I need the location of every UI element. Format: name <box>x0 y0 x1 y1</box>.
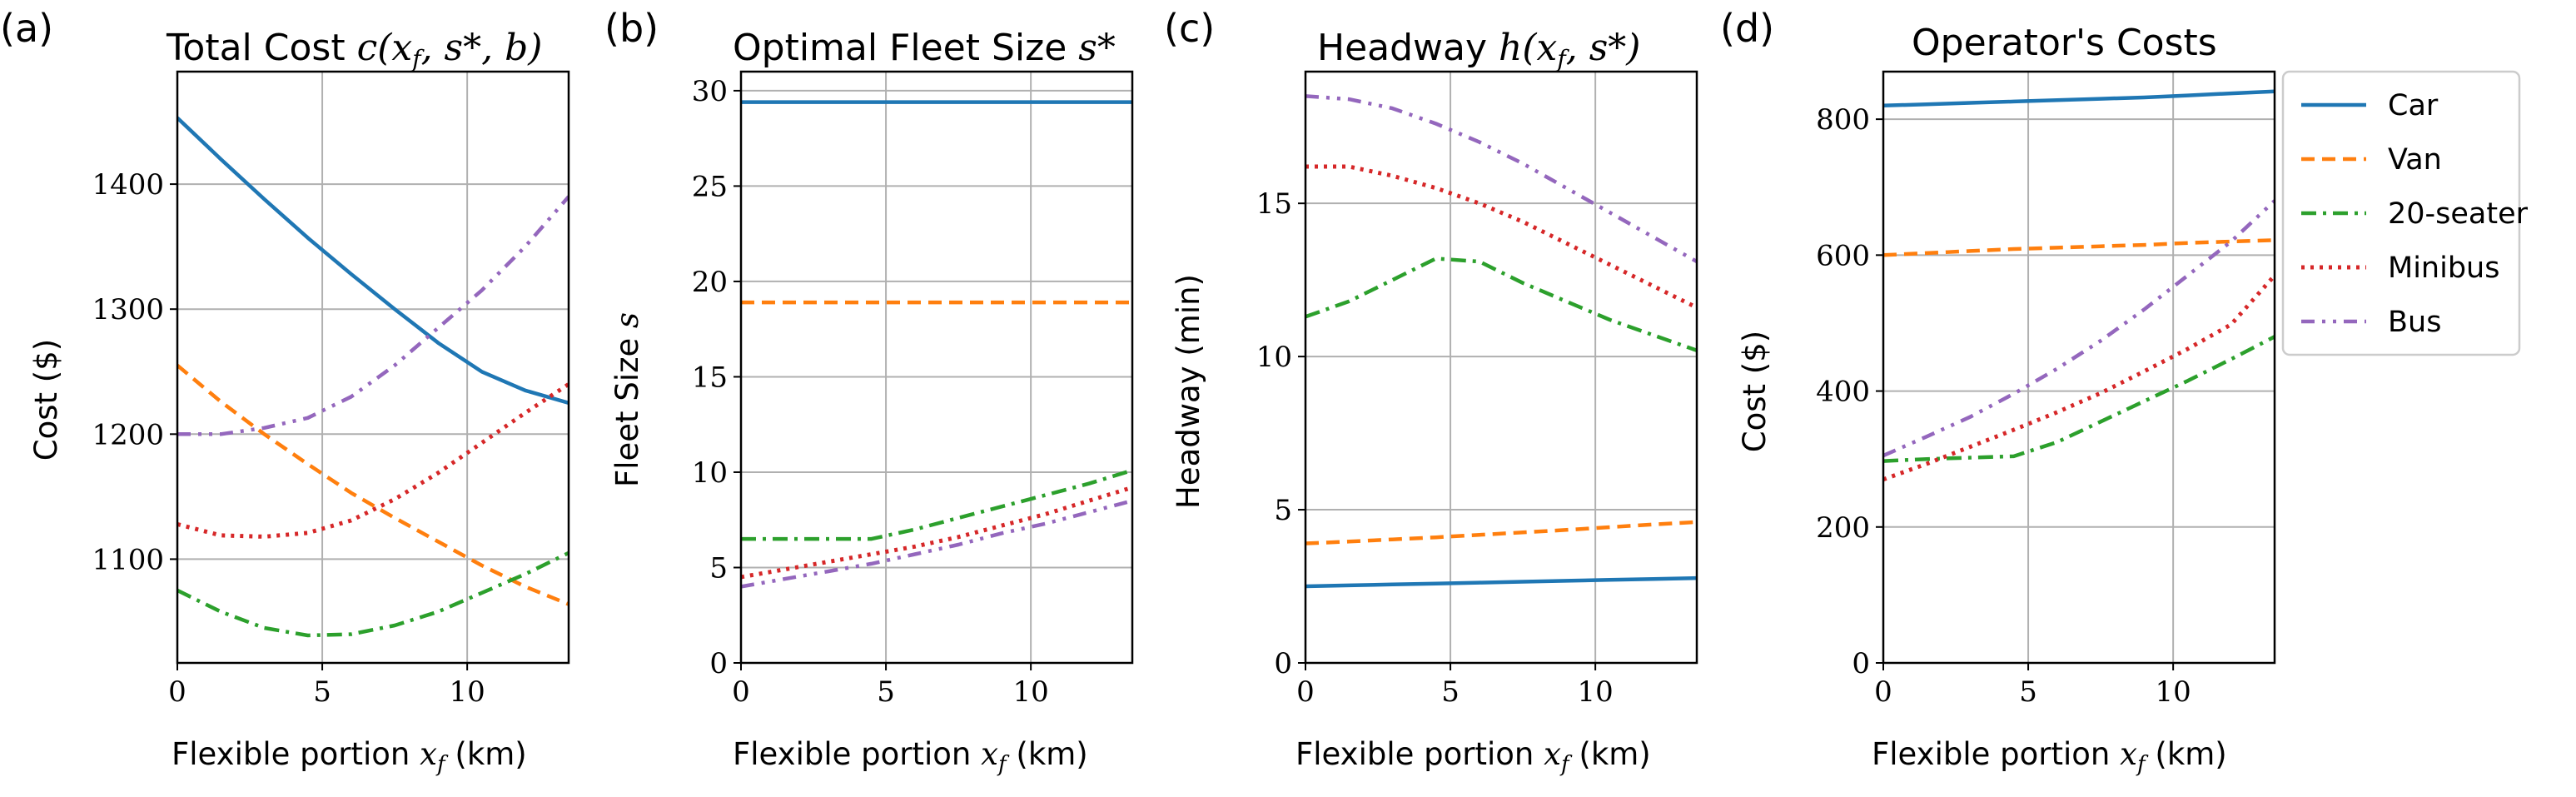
series-line-car <box>1883 89 2275 108</box>
y-tick-label: 400 <box>1816 376 1870 409</box>
y-tick-label: 1300 <box>92 293 164 326</box>
x-tick-label: 10 <box>2156 675 2191 709</box>
panel-b-title: Optimal Fleet Size s* <box>733 27 1116 69</box>
y-tick-label: 0 <box>1852 647 1870 680</box>
panel-c-letter: (c) <box>1164 6 1215 51</box>
y-tick-label: 600 <box>1816 239 1870 272</box>
legend: Car Van 20-seater Minibus Bus <box>2281 70 2529 356</box>
panel-b-frame <box>739 70 1134 665</box>
y-tick-label: 1100 <box>92 543 164 576</box>
x-tick-label: 5 <box>1441 675 1460 709</box>
legend-label-minibus: Minibus <box>2388 252 2499 285</box>
panel-d-title: Operator's Costs <box>1912 22 2217 64</box>
panel-b-ylabel: Fleet Size s <box>609 312 645 487</box>
y-tick-label: 25 <box>692 170 728 203</box>
panel-c: (c) Headway h(xf, s*) 0 5 10 0 5 10 15 Flexibl… <box>1164 6 1698 777</box>
y-tick-label: 0 <box>709 647 728 680</box>
series-line-minibus <box>741 485 1132 580</box>
series-line-20-seater <box>1883 335 2275 463</box>
series-line-van <box>1883 238 2275 257</box>
legend-label-bus: Bus <box>2388 306 2441 339</box>
series-line-20-seater <box>741 468 1132 541</box>
panel-d-ylabel: Cost ($) <box>1737 331 1773 452</box>
y-tick-label: 10 <box>1256 341 1292 374</box>
series-line-van <box>1305 520 1697 545</box>
legend-label-van: Van <box>2388 143 2442 177</box>
y-tick-label: 200 <box>1816 511 1870 545</box>
y-tick-label: 0 <box>1274 647 1292 680</box>
series-line-bus <box>177 195 569 436</box>
y-tick-label: 1400 <box>92 168 164 202</box>
legend-label-20-seater: 20-seater <box>2388 197 2529 231</box>
x-tick-label: 0 <box>1296 675 1315 709</box>
x-tick-label: 5 <box>2019 675 2037 709</box>
legend-box <box>2281 70 2521 356</box>
panel-a-letter: (a) <box>0 6 53 51</box>
y-tick-label: 1200 <box>92 418 164 451</box>
series-line-20-seater <box>177 550 569 638</box>
panel-c-plot: 0 5 10 0 5 10 15 <box>1256 70 1698 709</box>
y-tick-label: 15 <box>1256 187 1292 221</box>
x-tick-label: 5 <box>313 675 331 709</box>
series-line-minibus <box>1883 274 2275 482</box>
panel-b-letter: (b) <box>604 6 659 51</box>
series-line-minibus <box>1305 164 1697 310</box>
panel-a-xlabel: Flexible portion xf (km) <box>172 736 527 777</box>
panel-d-frame <box>1882 70 2276 665</box>
panel-c-xlabel: Flexible portion xf (km) <box>1295 736 1651 777</box>
y-tick-label: 800 <box>1816 103 1870 137</box>
series-line-van <box>177 363 569 606</box>
series-line-bus <box>741 499 1132 589</box>
panel-a-frame <box>176 70 570 665</box>
series-line-car <box>1305 575 1697 589</box>
y-tick-label: 10 <box>692 456 728 490</box>
panel-c-frame <box>1304 70 1698 665</box>
x-tick-label: 10 <box>450 675 485 709</box>
panel-c-ylabel: Headway (min) <box>1171 274 1206 509</box>
panel-c-title: Headway h(xf, s*) <box>1317 27 1640 72</box>
series-line-minibus <box>177 382 569 539</box>
x-tick-label: 10 <box>1013 675 1049 709</box>
panel-a-plot: 0 5 10 1100 1200 1300 1400 <box>92 70 570 709</box>
x-tick-label: 0 <box>168 675 186 709</box>
panel-d-letter: (d) <box>1720 6 1774 51</box>
panel-b-plot: 0 5 10 0 5 10 15 20 25 30 <box>692 70 1134 709</box>
panel-b-xlabel: Flexible portion xf (km) <box>733 736 1088 777</box>
y-tick-label: 30 <box>692 75 728 108</box>
x-tick-label: 10 <box>1578 675 1614 709</box>
y-tick-label: 5 <box>709 551 728 585</box>
y-tick-label: 15 <box>692 361 728 394</box>
y-tick-label: 20 <box>692 266 728 299</box>
series-line-20-seater <box>1305 257 1697 352</box>
legend-label-car: Car <box>2388 89 2439 122</box>
y-tick-label: 5 <box>1274 494 1292 527</box>
x-tick-label: 5 <box>877 675 895 709</box>
series-line-bus <box>1305 94 1697 264</box>
series-line-bus <box>1883 199 2275 458</box>
series-line-car <box>177 116 569 405</box>
panel-a-ylabel: Cost ($) <box>28 339 64 461</box>
x-tick-label: 0 <box>1874 675 1892 709</box>
panel-a: (a) Total Cost c(xf, s*, b) 0 5 10 1100 1200… <box>0 6 570 777</box>
panel-d: (d) Operator's Costs 0 5 10 0 200 400 600 800 F… <box>1720 6 2276 777</box>
panel-d-xlabel: Flexible portion xf (km) <box>1872 736 2227 777</box>
panel-b: (b) Optimal Fleet Size s* 0 5 10 0 5 10 15 20 25… <box>604 6 1134 777</box>
x-tick-label: 0 <box>732 675 750 709</box>
panel-a-title: Total Cost c(xf, s*, b) <box>166 27 542 72</box>
panel-d-plot: 0 5 10 0 200 400 600 800 <box>1816 70 2276 709</box>
